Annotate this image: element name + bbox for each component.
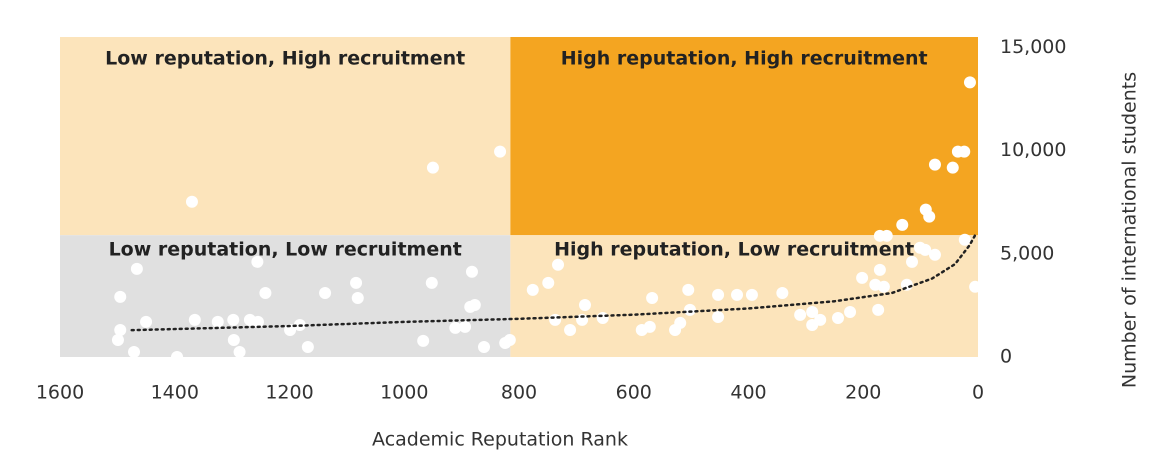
quadrant-label: High reputation, Low recruitment — [554, 239, 914, 261]
point — [185, 195, 198, 208]
point — [542, 276, 555, 289]
point — [832, 311, 845, 324]
point — [301, 340, 314, 353]
point — [745, 288, 758, 301]
point — [171, 351, 184, 363]
point — [806, 305, 819, 318]
point — [351, 291, 364, 304]
point — [578, 298, 591, 311]
point — [958, 233, 971, 246]
point — [465, 265, 478, 278]
point — [712, 310, 725, 323]
point — [969, 280, 982, 293]
point — [646, 291, 659, 304]
point — [877, 280, 890, 293]
point — [564, 323, 577, 336]
point — [188, 313, 201, 326]
point — [776, 287, 789, 299]
quadrant — [510, 235, 978, 357]
point — [731, 288, 744, 301]
point — [963, 76, 976, 89]
point — [251, 315, 264, 328]
point — [227, 313, 240, 326]
quadrant — [510, 37, 978, 236]
point — [319, 287, 332, 299]
point — [712, 288, 725, 301]
point — [417, 334, 430, 347]
x-tick-label: 0 — [972, 382, 984, 404]
quadrant — [60, 235, 511, 357]
point — [425, 276, 438, 289]
point — [794, 308, 807, 321]
point — [449, 321, 462, 334]
point — [906, 255, 919, 268]
point — [251, 255, 264, 268]
point — [130, 262, 143, 275]
x-tick-label: 1600 — [36, 382, 84, 404]
quadrant-label: Low reputation, High recruitment — [105, 48, 465, 70]
point — [919, 243, 932, 256]
quadrant-label: High reputation, High recruitment — [561, 48, 928, 70]
point — [552, 258, 565, 271]
point — [896, 218, 909, 231]
x-tick-label: 600 — [616, 382, 652, 404]
point — [114, 290, 127, 303]
point — [549, 313, 562, 326]
x-tick-label: 400 — [730, 382, 766, 404]
point — [233, 346, 246, 359]
x-tick-label: 1000 — [380, 382, 428, 404]
quadrant — [60, 37, 511, 236]
point — [227, 333, 240, 346]
point — [682, 283, 695, 296]
point — [683, 303, 696, 316]
point — [478, 340, 491, 353]
point — [872, 303, 885, 316]
point — [923, 210, 936, 223]
point — [114, 323, 127, 336]
point — [459, 320, 472, 333]
point — [856, 271, 869, 284]
x-tick-label: 1200 — [265, 382, 313, 404]
y-tick-label: 0 — [1000, 346, 1012, 368]
point — [128, 346, 141, 359]
point — [111, 333, 124, 346]
x-tick-label: 1400 — [151, 382, 199, 404]
point — [259, 287, 272, 299]
point — [503, 333, 516, 346]
point — [674, 316, 687, 329]
point — [643, 320, 656, 333]
point — [211, 315, 224, 328]
point — [880, 229, 893, 242]
point — [576, 313, 589, 326]
point — [494, 145, 507, 158]
point — [946, 161, 959, 174]
point — [468, 298, 481, 311]
x-tick-label: 200 — [845, 382, 881, 404]
x-tick-label: 800 — [501, 382, 537, 404]
point — [814, 313, 827, 326]
trend-line — [130, 233, 977, 332]
point — [350, 276, 363, 289]
x-axis-label: Academic Reputation Rank — [372, 429, 628, 451]
y-tick-label: 10,000 — [1000, 139, 1066, 161]
point — [526, 283, 539, 296]
y-tick-label: 15,000 — [1000, 36, 1066, 58]
quadrant-label: Low reputation, Low recruitment — [109, 239, 462, 261]
point — [140, 315, 153, 328]
point — [844, 305, 857, 318]
y-tick-label: 5,000 — [1000, 242, 1054, 264]
point — [873, 263, 886, 276]
y-axis-label: Number of international students — [1119, 72, 1141, 388]
point — [426, 161, 439, 174]
point — [928, 158, 941, 171]
point — [928, 248, 941, 261]
point — [596, 311, 609, 324]
point — [958, 145, 971, 158]
